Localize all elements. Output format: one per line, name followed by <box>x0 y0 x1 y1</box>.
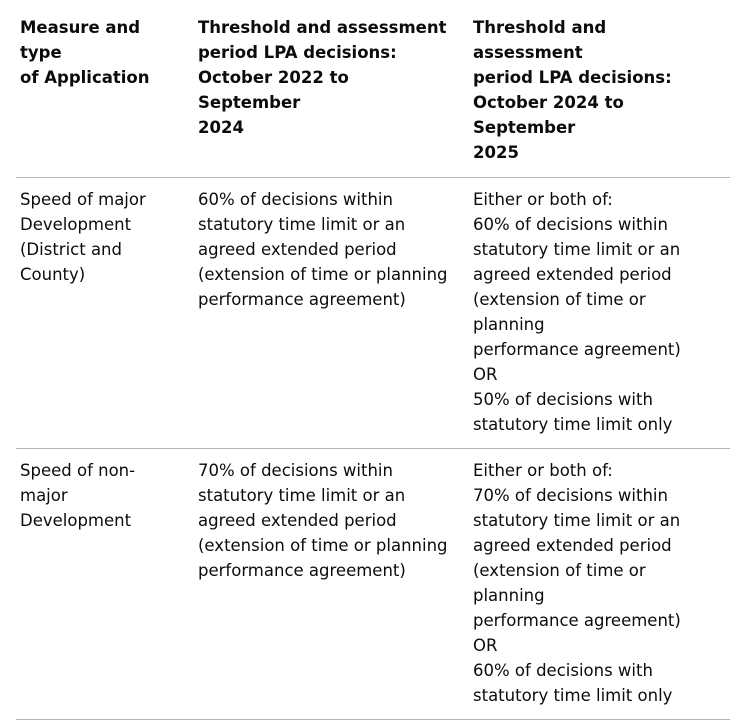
column-header-threshold-oct2024-sep2025: Threshold and assessment period LPA deci… <box>469 0 730 178</box>
column-header-measure-and-type: Measure and type of Application <box>16 0 194 178</box>
table-header-row: Measure and type of Application Threshol… <box>16 0 730 178</box>
cell-threshold-2024-2025-non-major: Either or both of: 70% of decisions with… <box>469 448 730 720</box>
table-row-speed-of-major-development: Speed of major Development (District and… <box>16 177 730 449</box>
column-header-threshold-oct2022-sep2024: Threshold and assessment period LPA deci… <box>194 0 469 178</box>
cell-measure-speed-of-major: Speed of major Development (District and… <box>16 177 194 449</box>
table-row-speed-of-non-major-development: Speed of non-major Development 70% of de… <box>16 448 730 720</box>
document-page: { "colors": { "text": "#0b0c0c", "border… <box>16 0 730 720</box>
cell-threshold-2022-2024-major: 60% of decisions within statutory time l… <box>194 177 469 449</box>
cell-threshold-2024-2025-major: Either or both of: 60% of decisions with… <box>469 177 730 449</box>
lpa-decisions-thresholds-table: Measure and type of Application Threshol… <box>16 0 730 720</box>
cell-measure-speed-of-non-major: Speed of non-major Development <box>16 448 194 720</box>
cell-threshold-2022-2024-non-major: 70% of decisions within statutory time l… <box>194 448 469 720</box>
